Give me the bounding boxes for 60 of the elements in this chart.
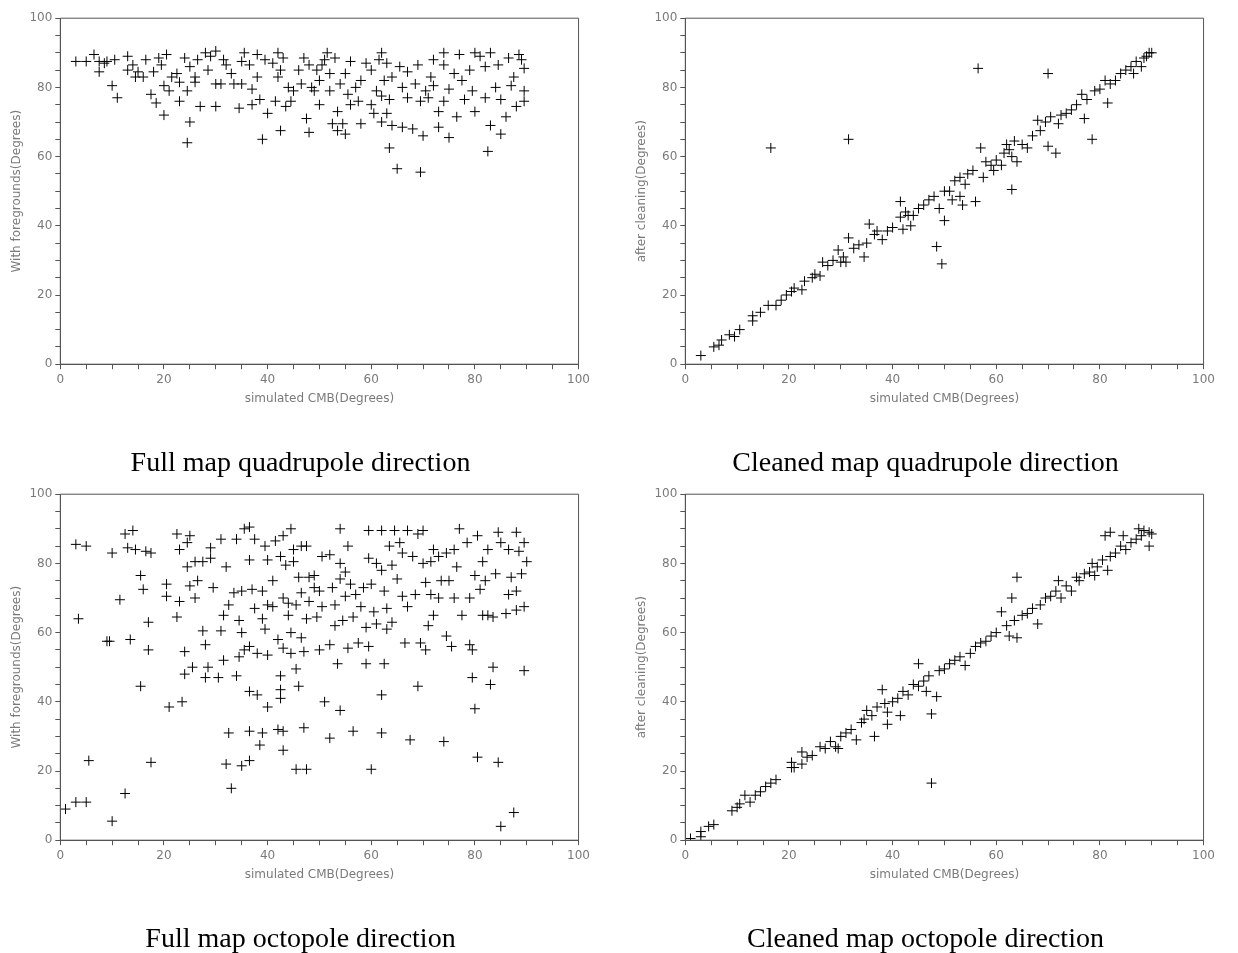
y-tick-label: 40 [662, 217, 678, 232]
y-tick-label: 80 [662, 555, 678, 570]
x-tick-label: 40 [884, 371, 901, 386]
x-tick-label: 100 [1192, 847, 1215, 862]
y-tick-label: 0 [44, 356, 53, 371]
x-axis-title: simulated CMB(Degrees) [244, 390, 395, 405]
x-tick-label: 20 [781, 371, 797, 386]
y-tick-label: 80 [662, 79, 678, 94]
x-axis-title: simulated CMB(Degrees) [244, 866, 395, 881]
y-tick-label: 20 [37, 287, 53, 302]
x-tick-label: 20 [156, 371, 172, 386]
x-tick-label: 0 [56, 371, 65, 386]
x-tick-label: 40 [259, 847, 276, 862]
y-tick-label: 80 [37, 555, 53, 570]
x-tick-label: 60 [363, 371, 379, 386]
x-tick-label: 0 [681, 847, 690, 862]
x-tick-label: 0 [56, 847, 65, 862]
y-tick-label: 60 [37, 624, 53, 639]
y-tick-label: 100 [29, 10, 53, 25]
x-tick-label: 80 [1092, 371, 1108, 386]
y-tick-label: 60 [662, 148, 678, 163]
y-tick-label: 40 [37, 693, 53, 708]
x-tick-label: 20 [156, 847, 172, 862]
x-axis-title: simulated CMB(Degrees) [869, 866, 1020, 881]
text: Full map octopole direction [144, 922, 457, 953]
text: Cleaned map octopole direction [746, 922, 1105, 953]
x-tick-label: 40 [884, 847, 901, 862]
y-tick-label: 100 [29, 486, 53, 501]
y-tick-label: 60 [37, 148, 53, 163]
y-tick-label: 20 [662, 763, 678, 778]
y-tick-label: 100 [654, 486, 678, 501]
x-tick-label: 80 [467, 847, 483, 862]
y-tick-label: 20 [37, 763, 53, 778]
x-tick-label: 100 [567, 371, 590, 386]
y-tick-label: 60 [662, 624, 678, 639]
y-tick-label: 40 [662, 693, 678, 708]
x-tick-label: 80 [1092, 847, 1108, 862]
text: Cleaned map quadrupole direction [731, 446, 1120, 478]
x-tick-label: 100 [567, 847, 590, 862]
x-tick-label: 60 [988, 371, 1004, 386]
y-tick-label: 0 [44, 832, 53, 847]
y-tick-label: 80 [37, 79, 53, 94]
y-axis-title: With foregrounds(Degrees) [9, 109, 24, 273]
x-tick-label: 60 [363, 847, 379, 862]
x-tick-label: 0 [681, 371, 690, 386]
x-axis-title: simulated CMB(Degrees) [869, 390, 1020, 405]
y-axis-title: With foregrounds(Degrees) [9, 585, 24, 749]
x-tick-label: 100 [1192, 371, 1215, 386]
y-axis-title: after cleaning(Degrees) [634, 120, 649, 263]
x-tick-label: 40 [259, 371, 276, 386]
x-tick-label: 60 [988, 847, 1004, 862]
y-tick-label: 40 [37, 217, 53, 232]
y-tick-label: 20 [662, 287, 678, 302]
y-tick-label: 0 [669, 356, 678, 371]
y-tick-label: 100 [654, 10, 678, 25]
y-tick-label: 0 [669, 832, 678, 847]
y-axis-title: after cleaning(Degrees) [634, 596, 649, 739]
text: Full map quadrupole direction [129, 446, 472, 478]
x-tick-label: 80 [467, 371, 483, 386]
x-tick-label: 20 [781, 847, 797, 862]
